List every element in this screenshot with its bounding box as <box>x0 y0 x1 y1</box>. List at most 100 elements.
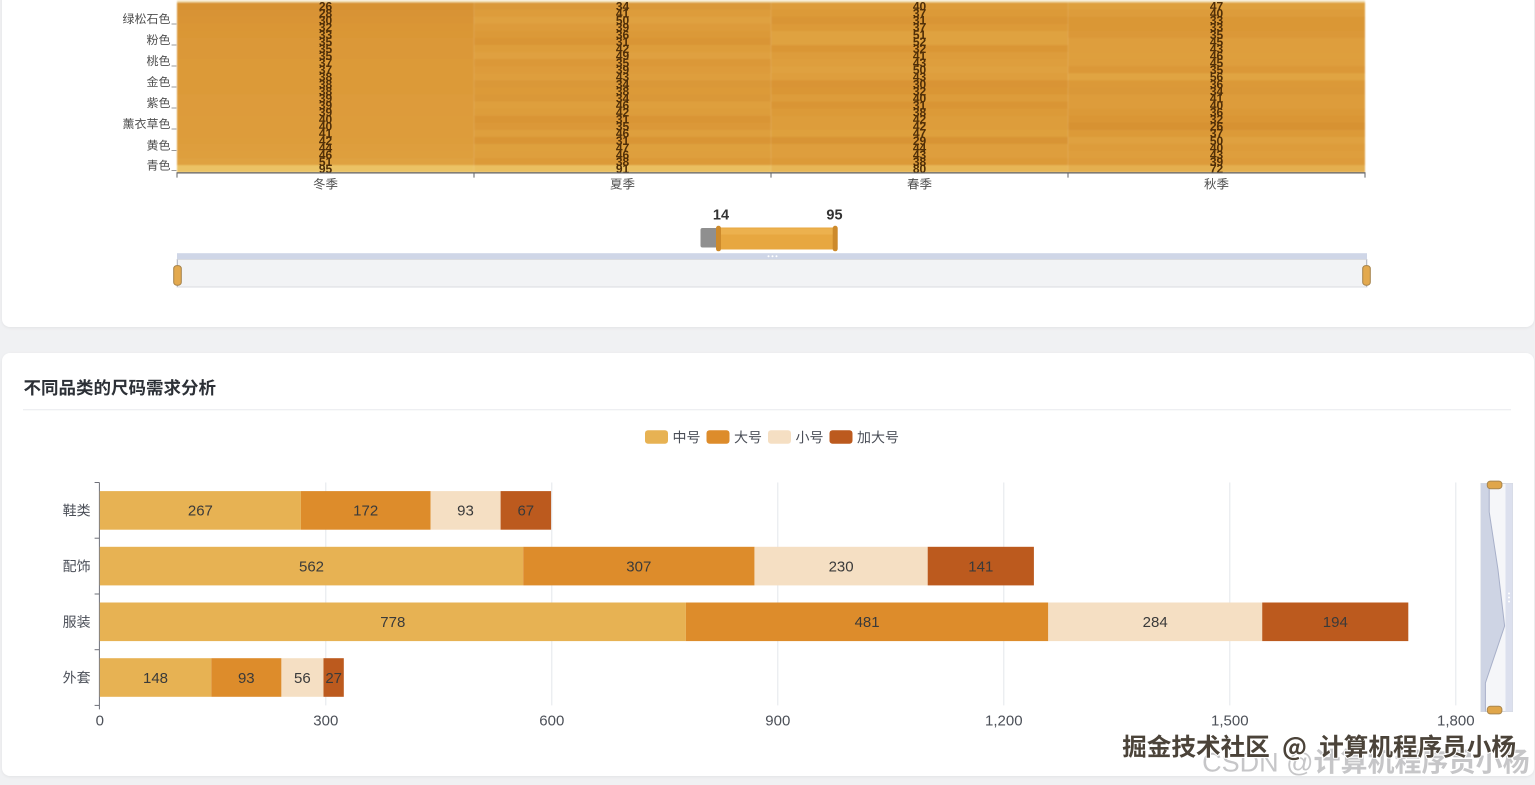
svg-text:43: 43 <box>1210 148 1224 162</box>
svg-text:42: 42 <box>913 113 927 127</box>
svg-text:43: 43 <box>913 70 927 84</box>
svg-text:40: 40 <box>913 0 927 14</box>
svg-text:28: 28 <box>319 7 333 21</box>
svg-text:43: 43 <box>1210 42 1224 56</box>
svg-text:35: 35 <box>319 49 333 63</box>
svg-text:50: 50 <box>1210 134 1224 148</box>
svg-text:307: 307 <box>626 558 651 575</box>
svg-text:36: 36 <box>616 28 630 42</box>
svg-text:33: 33 <box>1210 14 1224 28</box>
svg-text:40: 40 <box>319 113 333 127</box>
svg-text:45: 45 <box>1210 35 1224 49</box>
svg-text:41: 41 <box>616 7 630 21</box>
svg-text:148: 148 <box>143 670 168 687</box>
svg-text:35: 35 <box>616 120 630 134</box>
svg-text:39: 39 <box>616 63 630 77</box>
svg-text:80: 80 <box>913 162 927 176</box>
svg-text:31: 31 <box>616 35 630 49</box>
svg-text:31: 31 <box>616 113 630 127</box>
svg-text:38: 38 <box>319 77 333 91</box>
svg-text:26: 26 <box>319 0 333 14</box>
svg-text:43: 43 <box>913 148 927 162</box>
svg-text:1,800: 1,800 <box>1437 713 1475 730</box>
svg-text:38: 38 <box>913 106 927 120</box>
svg-text:46: 46 <box>616 99 630 113</box>
svg-text:39: 39 <box>319 106 333 120</box>
svg-text:51: 51 <box>319 155 333 169</box>
svg-text:778: 778 <box>380 614 405 631</box>
svg-text:46: 46 <box>319 148 333 162</box>
svg-text:91: 91 <box>616 162 630 176</box>
svg-text:29: 29 <box>913 134 927 148</box>
svg-text:37: 37 <box>913 7 927 21</box>
svg-text:45: 45 <box>1210 56 1224 70</box>
svg-text:35: 35 <box>616 56 630 70</box>
svg-text:267: 267 <box>188 503 213 520</box>
svg-text:31: 31 <box>913 99 927 113</box>
svg-text:50: 50 <box>616 14 630 28</box>
svg-text:93: 93 <box>457 503 474 520</box>
svg-text:46: 46 <box>616 127 630 141</box>
svg-text:44: 44 <box>913 141 927 155</box>
svg-text:46: 46 <box>616 148 630 162</box>
svg-text:47: 47 <box>616 141 630 155</box>
svg-text:32: 32 <box>913 42 927 56</box>
svg-text:900: 900 <box>765 713 790 730</box>
svg-text:41: 41 <box>319 127 333 141</box>
svg-text:30: 30 <box>913 77 927 91</box>
svg-text:14: 14 <box>713 208 729 224</box>
svg-text:33: 33 <box>319 28 333 42</box>
svg-text:51: 51 <box>913 28 927 42</box>
svg-text:37: 37 <box>913 21 927 35</box>
svg-text:34: 34 <box>1210 84 1224 98</box>
svg-text:172: 172 <box>353 503 378 520</box>
svg-text:31: 31 <box>616 134 630 148</box>
svg-text:32: 32 <box>1210 113 1224 127</box>
svg-text:40: 40 <box>1210 141 1224 155</box>
svg-text:38: 38 <box>319 84 333 98</box>
svg-text:26: 26 <box>1210 120 1224 134</box>
svg-text:35: 35 <box>319 42 333 56</box>
svg-text:40: 40 <box>913 91 927 105</box>
svg-text:42: 42 <box>319 134 333 148</box>
svg-text:50: 50 <box>913 63 927 77</box>
svg-text:38: 38 <box>616 155 630 169</box>
svg-text:300: 300 <box>313 713 338 730</box>
svg-text:562: 562 <box>299 558 324 575</box>
svg-text:36: 36 <box>1210 77 1224 91</box>
svg-text:39: 39 <box>1210 155 1224 169</box>
svg-text:56: 56 <box>1210 70 1224 84</box>
svg-text:30: 30 <box>319 14 333 28</box>
svg-text:42: 42 <box>913 120 927 134</box>
svg-text:37: 37 <box>319 63 333 77</box>
svg-text:38: 38 <box>616 84 630 98</box>
svg-text:27: 27 <box>325 670 342 687</box>
svg-text:44: 44 <box>319 141 333 155</box>
svg-text:35: 35 <box>319 35 333 49</box>
svg-text:38: 38 <box>913 155 927 169</box>
svg-text:32: 32 <box>319 21 333 35</box>
svg-text:230: 230 <box>829 558 854 575</box>
svg-text:47: 47 <box>1210 0 1224 14</box>
svg-text:47: 47 <box>913 127 927 141</box>
svg-text:39: 39 <box>319 91 333 105</box>
svg-text:39: 39 <box>319 99 333 113</box>
svg-text:36: 36 <box>1210 106 1224 120</box>
svg-text:1,500: 1,500 <box>1211 713 1249 730</box>
svg-text:40: 40 <box>1210 99 1224 113</box>
svg-text:31: 31 <box>913 14 927 28</box>
svg-text:72: 72 <box>1210 162 1224 176</box>
svg-text:0: 0 <box>96 713 104 730</box>
svg-text:194: 194 <box>1323 614 1348 631</box>
svg-text:37: 37 <box>1210 127 1224 141</box>
svg-text:37: 37 <box>319 56 333 70</box>
svg-text:40: 40 <box>1210 7 1224 21</box>
svg-text:34: 34 <box>616 0 630 14</box>
svg-text:600: 600 <box>539 713 564 730</box>
svg-text:33: 33 <box>1210 21 1224 35</box>
svg-text:141: 141 <box>968 558 993 575</box>
svg-text:1,200: 1,200 <box>985 713 1023 730</box>
svg-text:38: 38 <box>319 70 333 84</box>
svg-text:35: 35 <box>1210 28 1224 42</box>
svg-text:39: 39 <box>616 21 630 35</box>
